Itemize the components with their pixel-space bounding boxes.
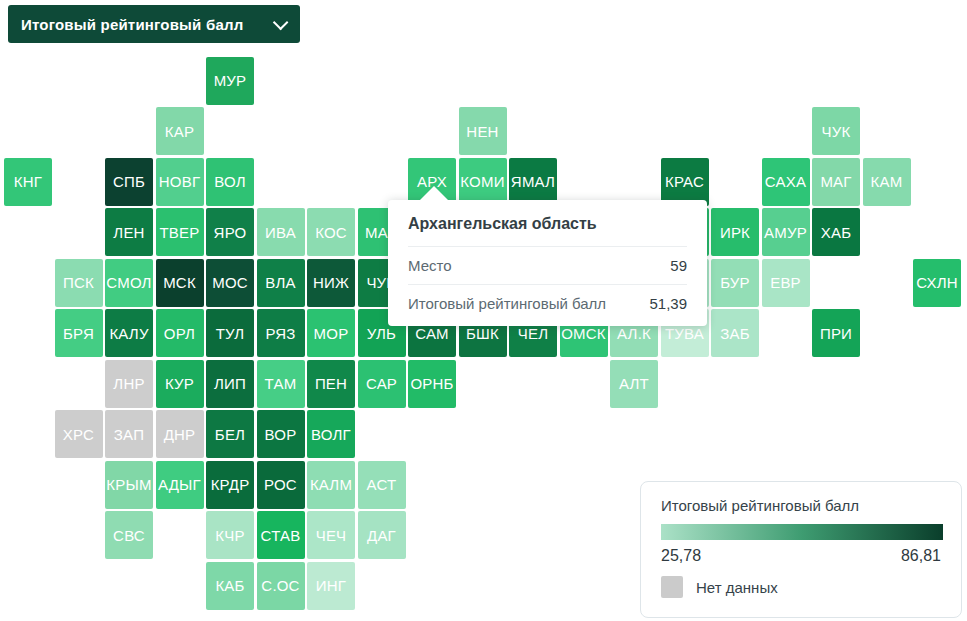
region-tile-ИВА[interactable]: ИВА — [257, 208, 305, 256]
tooltip-score-row: Итоговый рейтинговый балл 51,39 — [408, 285, 687, 322]
region-tile-РЯЗ[interactable]: РЯЗ — [257, 309, 305, 357]
legend-panel: Итоговый рейтинговый балл 25,78 86,81 Не… — [640, 481, 962, 618]
tooltip-place-row: Место 59 — [408, 247, 687, 285]
region-tile-ОРНБ[interactable]: ОРНБ — [408, 360, 456, 408]
region-tile-КУР[interactable]: КУР — [156, 360, 204, 408]
chevron-down-icon — [273, 14, 289, 30]
region-tooltip: Архангельская область Место 59 Итоговый … — [388, 200, 707, 326]
region-tile-РОС[interactable]: РОС — [257, 461, 305, 509]
region-tile-ДАГ[interactable]: ДАГ — [358, 511, 406, 559]
region-tile-МАГ[interactable]: МАГ — [812, 158, 860, 206]
region-tile-КАМ[interactable]: КАМ — [863, 158, 911, 206]
region-tile-АСТ[interactable]: АСТ — [358, 461, 406, 509]
region-tile-ИНГ[interactable]: ИНГ — [307, 562, 355, 610]
legend-no-data-row: Нет данных — [661, 576, 941, 598]
region-tile-МСК[interactable]: МСК — [156, 259, 204, 307]
region-tile-ЗАБ[interactable]: ЗАБ — [711, 309, 759, 357]
region-tile-ДНР[interactable]: ДНР — [156, 410, 204, 458]
region-tile-КРДР[interactable]: КРДР — [206, 461, 254, 509]
region-tile-КРЫМ[interactable]: КРЫМ — [105, 461, 153, 509]
region-tile-КАЛУ[interactable]: КАЛУ — [105, 309, 153, 357]
legend-gradient-bar — [661, 524, 943, 540]
region-tile-ЯРО[interactable]: ЯРО — [206, 208, 254, 256]
tooltip-score-value: 51,39 — [649, 295, 687, 312]
region-tile-АДЫГ[interactable]: АДЫГ — [156, 461, 204, 509]
metric-dropdown[interactable]: Итоговый рейтинговый балл — [8, 5, 300, 43]
region-tile-АМУР[interactable]: АМУР — [762, 208, 810, 256]
region-tile-СХЛН[interactable]: СХЛН — [913, 259, 961, 307]
region-tile-ЕВР[interactable]: ЕВР — [762, 259, 810, 307]
region-tile-ТВЕР[interactable]: ТВЕР — [156, 208, 204, 256]
region-tile-ХРС[interactable]: ХРС — [55, 410, 103, 458]
region-tile-МОС[interactable]: МОС — [206, 259, 254, 307]
region-tile-БУР[interactable]: БУР — [711, 259, 759, 307]
region-tile-КАБ[interactable]: КАБ — [206, 562, 254, 610]
legend-title: Итоговый рейтинговый балл — [661, 497, 941, 514]
region-tile-ЯМАЛ[interactable]: ЯМАЛ — [509, 158, 557, 206]
region-tile-ТУЛ[interactable]: ТУЛ — [206, 309, 254, 357]
tooltip-place-value: 59 — [670, 257, 687, 274]
legend-min-value: 25,78 — [661, 547, 701, 565]
region-tile-СМОЛ[interactable]: СМОЛ — [105, 259, 153, 307]
no-data-label: Нет данных — [696, 579, 778, 596]
region-tile-БЕЛ[interactable]: БЕЛ — [206, 410, 254, 458]
region-tile-ЧЕЧ[interactable]: ЧЕЧ — [307, 511, 355, 559]
tooltip-score-label: Итоговый рейтинговый балл — [408, 295, 606, 312]
region-tile-АЛТ[interactable]: АЛТ — [610, 360, 658, 408]
region-tile-СВС[interactable]: СВС — [105, 511, 153, 559]
region-tile-СТАВ[interactable]: СТАВ — [257, 511, 305, 559]
region-tile-НОВГ[interactable]: НОВГ — [156, 158, 204, 206]
no-data-swatch — [661, 576, 683, 598]
region-tile-МОР[interactable]: МОР — [307, 309, 355, 357]
region-tile-ЛИП[interactable]: ЛИП — [206, 360, 254, 408]
region-tile-ИРК[interactable]: ИРК — [711, 208, 759, 256]
region-tile-СПБ[interactable]: СПБ — [105, 158, 153, 206]
region-tile-ВЛА[interactable]: ВЛА — [257, 259, 305, 307]
region-tile-ХАБ[interactable]: ХАБ — [812, 208, 860, 256]
legend-range: 25,78 86,81 — [661, 547, 941, 565]
region-tile-ТАМ[interactable]: ТАМ — [257, 360, 305, 408]
region-tile-КРАС[interactable]: КРАС — [661, 158, 709, 206]
region-tile-САР[interactable]: САР — [358, 360, 406, 408]
region-tile-МУР[interactable]: МУР — [206, 57, 254, 105]
region-tile-ВОЛ[interactable]: ВОЛ — [206, 158, 254, 206]
region-tile-ПСК[interactable]: ПСК — [55, 259, 103, 307]
region-tile-БРЯ[interactable]: БРЯ — [55, 309, 103, 357]
region-tile-КАР[interactable]: КАР — [156, 107, 204, 155]
region-tile-ПЕН[interactable]: ПЕН — [307, 360, 355, 408]
region-tile-КЧР[interactable]: КЧР — [206, 511, 254, 559]
region-tile-НИЖ[interactable]: НИЖ — [307, 259, 355, 307]
region-tile-КНГ[interactable]: КНГ — [4, 158, 52, 206]
region-tile-С.ОС[interactable]: С.ОС — [257, 562, 305, 610]
metric-dropdown-label: Итоговый рейтинговый балл — [21, 16, 243, 33]
region-tile-НЕН[interactable]: НЕН — [459, 107, 507, 155]
region-tile-ЛНР[interactable]: ЛНР — [105, 360, 153, 408]
region-tile-КОМИ[interactable]: КОМИ — [459, 158, 507, 206]
region-tile-ВОР[interactable]: ВОР — [257, 410, 305, 458]
legend-max-value: 86,81 — [901, 547, 941, 565]
region-tile-ЛЕН[interactable]: ЛЕН — [105, 208, 153, 256]
region-tile-ПРИ[interactable]: ПРИ — [812, 309, 860, 357]
region-tile-КОС[interactable]: КОС — [307, 208, 355, 256]
region-tile-ОРЛ[interactable]: ОРЛ — [156, 309, 204, 357]
tooltip-arrow — [419, 186, 449, 201]
tooltip-place-label: Место — [408, 257, 452, 274]
region-tile-ЧУК[interactable]: ЧУК — [812, 107, 860, 155]
rating-map-page: Итоговый рейтинговый балл МУРКАР НЕН ЧУК КН… — [0, 0, 967, 621]
region-tile-ВОЛГ[interactable]: ВОЛГ — [307, 410, 355, 458]
tooltip-region-name: Архангельская область — [408, 215, 687, 247]
region-tile-САХА[interactable]: САХА — [762, 158, 810, 206]
region-tile-КАЛМ[interactable]: КАЛМ — [307, 461, 355, 509]
region-tile-ЗАП[interactable]: ЗАП — [105, 410, 153, 458]
